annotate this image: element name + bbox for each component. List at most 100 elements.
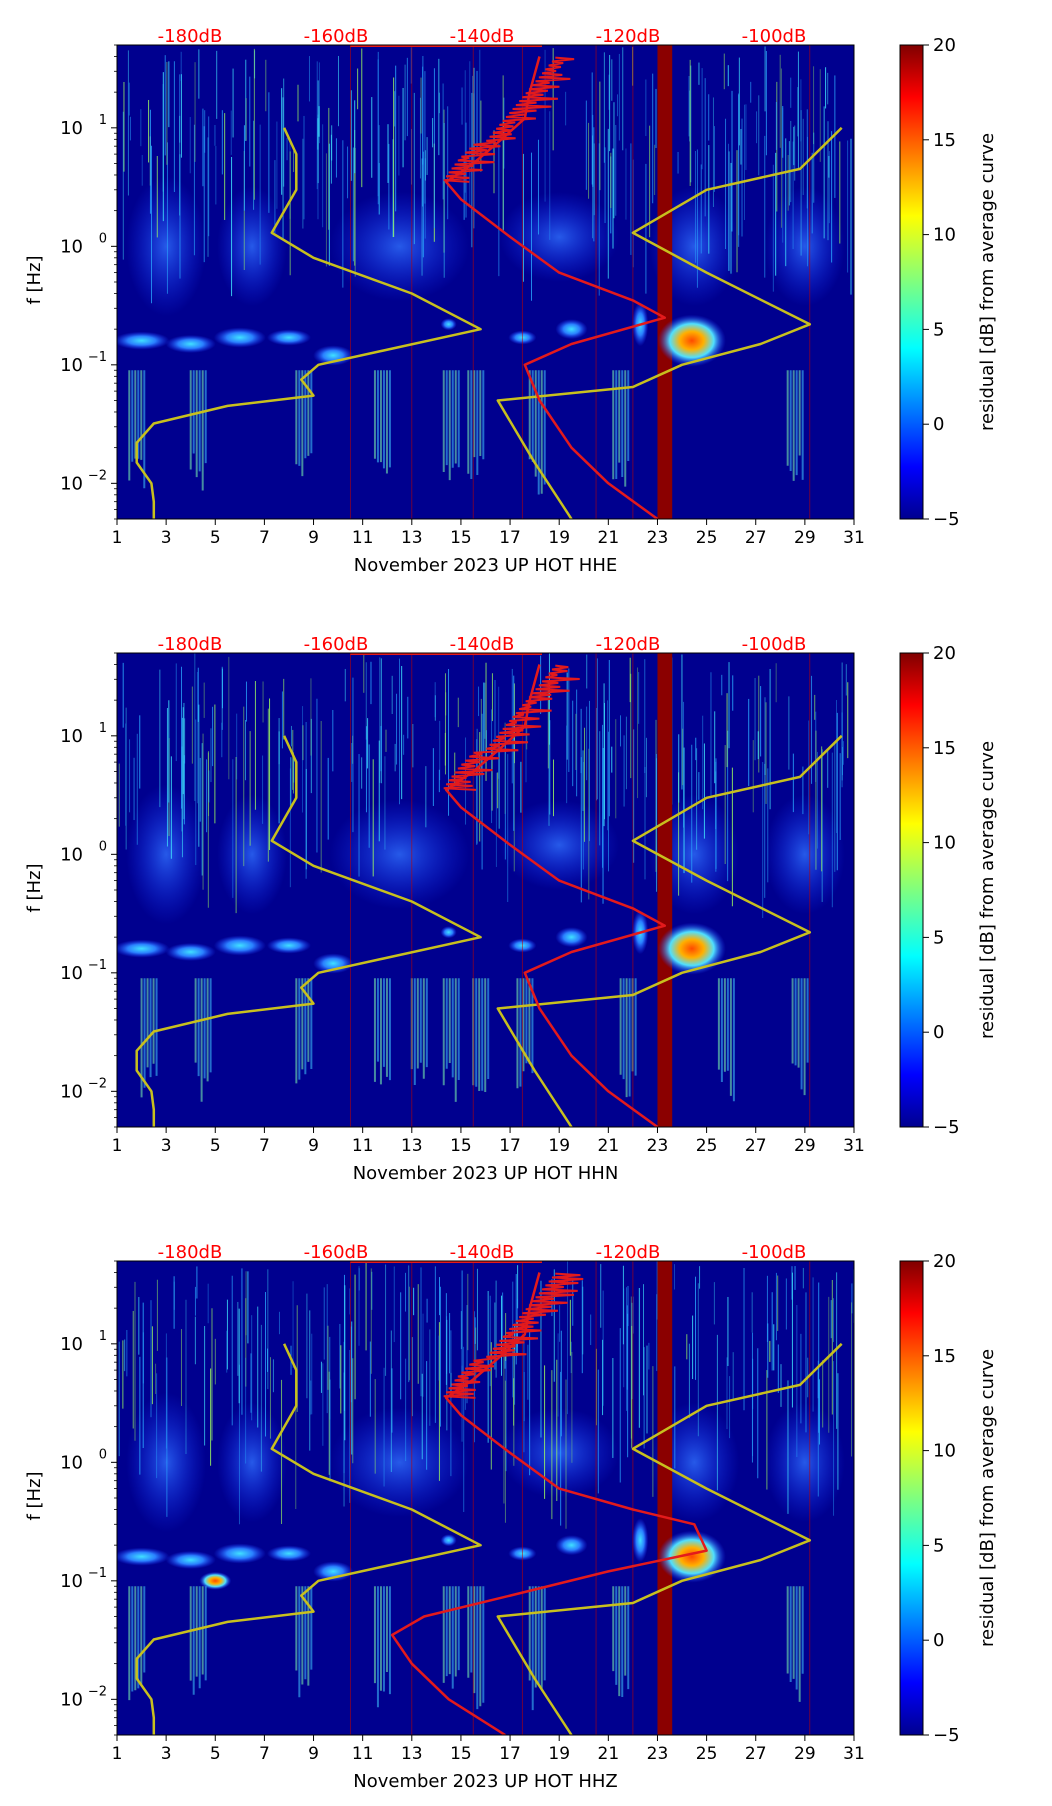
y-tick-exponent: −2	[88, 1076, 107, 1091]
y-tick-label: 10	[60, 118, 83, 139]
data-gap-band	[657, 45, 673, 519]
y-axis-label: f [Hz]	[24, 1471, 45, 1520]
colorbar-tick-label: 20	[933, 35, 956, 56]
microseism-feature	[117, 331, 170, 350]
db-scale-label: -100dB	[742, 634, 807, 655]
db-scale-label: -120dB	[596, 1242, 661, 1263]
microseism-feature	[165, 942, 216, 961]
hotspot-feature	[632, 1518, 649, 1563]
x-tick-label: 21	[598, 1136, 620, 1156]
y-tick-exponent: −2	[88, 468, 107, 483]
y-tick-label: 10	[60, 844, 83, 865]
x-tick-label: 15	[450, 1744, 472, 1764]
low-noise-model-curve	[135, 1343, 482, 1735]
x-tick-label: 11	[352, 528, 374, 548]
colorbar-label: residual [dB] from average curve	[977, 741, 998, 1039]
x-tick-label: 17	[499, 528, 521, 548]
x-tick-label: 7	[259, 1136, 270, 1156]
hotspot-feature	[657, 1530, 726, 1583]
colorbar-tick-label: 15	[933, 130, 956, 151]
noise-patch	[126, 784, 207, 925]
x-tick-label: 13	[401, 528, 423, 548]
spectrogram-area	[117, 45, 854, 519]
median-psd-jitter	[443, 1272, 584, 1399]
db-scale-label: -100dB	[742, 1242, 807, 1263]
low-noise-model-curve	[135, 735, 482, 1127]
db-scale-label: -140dB	[450, 634, 515, 655]
noise-patch	[329, 1407, 470, 1518]
colorbar-tick-label: 10	[933, 225, 956, 246]
colorbar-tick-label: 15	[933, 738, 956, 759]
colorbar	[899, 44, 924, 520]
y-tick-exponent: 1	[99, 113, 107, 128]
db-scale-label: -180dB	[158, 26, 223, 47]
x-tick-label: 9	[308, 1744, 319, 1764]
db-scale-label: -140dB	[450, 26, 515, 47]
microseism-feature	[199, 1571, 232, 1590]
y-tick-exponent: 1	[99, 1329, 107, 1344]
x-tick-label: 19	[548, 1136, 570, 1156]
colorbar	[899, 652, 924, 1128]
x-tick-label: 5	[210, 528, 221, 548]
y-tick-label: 10	[60, 473, 83, 494]
y-tick-exponent: −1	[88, 958, 107, 973]
hotspot-feature	[657, 314, 726, 367]
microseism-feature	[440, 1534, 457, 1547]
x-tick-label: 17	[499, 1136, 521, 1156]
y-axis-label: f [Hz]	[24, 255, 45, 304]
db-scale-label: -180dB	[158, 1242, 223, 1263]
spectrogram-area	[117, 1261, 854, 1735]
noise-patch	[499, 191, 620, 282]
y-tick-exponent: −2	[88, 1684, 107, 1699]
x-axis-label: November 2023 UP HOT HHZ	[353, 1771, 617, 1792]
median-psd-curve	[444, 664, 667, 1127]
x-tick-label: 3	[161, 1744, 172, 1764]
y-tick-exponent: −1	[88, 350, 107, 365]
x-tick-label: 19	[548, 1744, 570, 1764]
median-psd-jitter	[443, 56, 575, 183]
noise-patch	[764, 186, 845, 307]
noise-patch	[499, 799, 620, 890]
microseism-feature	[440, 926, 457, 939]
x-tick-label: 9	[308, 528, 319, 548]
y-tick-label: 10	[60, 1571, 83, 1592]
x-tick-label: 1	[112, 528, 123, 548]
y-axis-label: f [Hz]	[24, 863, 45, 912]
data-gap-band	[657, 1261, 673, 1735]
microseism-feature	[165, 1550, 216, 1569]
x-tick-label: 17	[499, 1744, 521, 1764]
x-tick-label: 11	[352, 1136, 374, 1156]
x-tick-label: 29	[794, 528, 816, 548]
x-tick-label: 15	[450, 1136, 472, 1156]
microseism-feature	[555, 1535, 588, 1556]
colorbar-tick-label: 5	[933, 1535, 944, 1556]
low-noise-model-curve	[135, 127, 482, 519]
x-tick-label: 29	[794, 1136, 816, 1156]
colorbar-tick-label: 0	[933, 1630, 944, 1651]
data-gap-band	[657, 653, 673, 1127]
db-scale-label: -160dB	[304, 1242, 369, 1263]
y-tick-label: 10	[60, 1081, 83, 1102]
y-tick-label: 10	[60, 1452, 83, 1473]
y-tick-label: 10	[60, 1334, 83, 1355]
x-tick-label: 31	[843, 528, 865, 548]
high-noise-model-curve	[496, 734, 843, 1127]
colorbar	[899, 1260, 924, 1736]
y-tick-label: 10	[60, 236, 83, 257]
microseism-feature	[117, 939, 170, 958]
x-tick-label: 27	[745, 1136, 767, 1156]
x-tick-label: 13	[401, 1136, 423, 1156]
hotspot-feature	[657, 922, 726, 975]
x-tick-label: 9	[308, 1136, 319, 1156]
x-tick-label: 7	[259, 528, 270, 548]
x-tick-label: 15	[450, 528, 472, 548]
colorbar-tick-label: −5	[933, 1117, 960, 1138]
median-psd-jitter	[443, 664, 580, 791]
noise-patch	[217, 794, 288, 915]
colorbar-tick-label: 15	[933, 1346, 956, 1367]
colorbar-tick-label: 20	[933, 1251, 956, 1272]
